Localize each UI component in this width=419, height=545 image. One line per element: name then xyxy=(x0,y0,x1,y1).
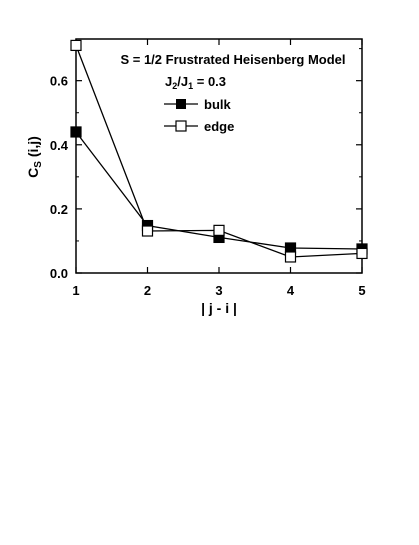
data-point-edge xyxy=(70,39,82,52)
data-point-edge xyxy=(213,224,225,236)
legend: bulk edge xyxy=(164,97,234,134)
chart-title: S = 1/2 Frustrated Heisenberg Model xyxy=(120,52,345,67)
x-tick-label: 4 xyxy=(287,283,295,298)
x-axis: 1 2 3 4 5 xyxy=(72,39,366,298)
y-axis-title: CS (i,j) xyxy=(25,136,44,178)
y-tick-label: 0.0 xyxy=(50,266,68,281)
x-tick-label: 2 xyxy=(144,283,151,298)
legend-label-edge: edge xyxy=(204,119,234,134)
data-point-edge xyxy=(284,251,297,263)
y-tick-label: 0.6 xyxy=(50,74,68,89)
series-layer xyxy=(70,39,368,263)
x-tick-label: 5 xyxy=(358,283,365,298)
legend-label-bulk: bulk xyxy=(204,97,231,112)
y-tick-label: 0.4 xyxy=(50,138,69,153)
data-point-edge xyxy=(356,247,368,260)
legend-marker-bulk xyxy=(176,99,186,109)
param-label: J2/J1 = 0.3 xyxy=(165,74,226,91)
x-axis-title: | j - i | xyxy=(201,300,237,316)
x-tick-label: 3 xyxy=(215,283,222,298)
legend-item-bulk: bulk xyxy=(164,97,231,112)
y-tick-label: 0.2 xyxy=(50,202,68,217)
legend-item-edge: edge xyxy=(164,119,234,134)
data-point-bulk xyxy=(70,126,82,138)
legend-marker-edge xyxy=(175,120,187,132)
data-point-edge xyxy=(141,225,154,237)
x-tick-label: 1 xyxy=(72,283,79,298)
